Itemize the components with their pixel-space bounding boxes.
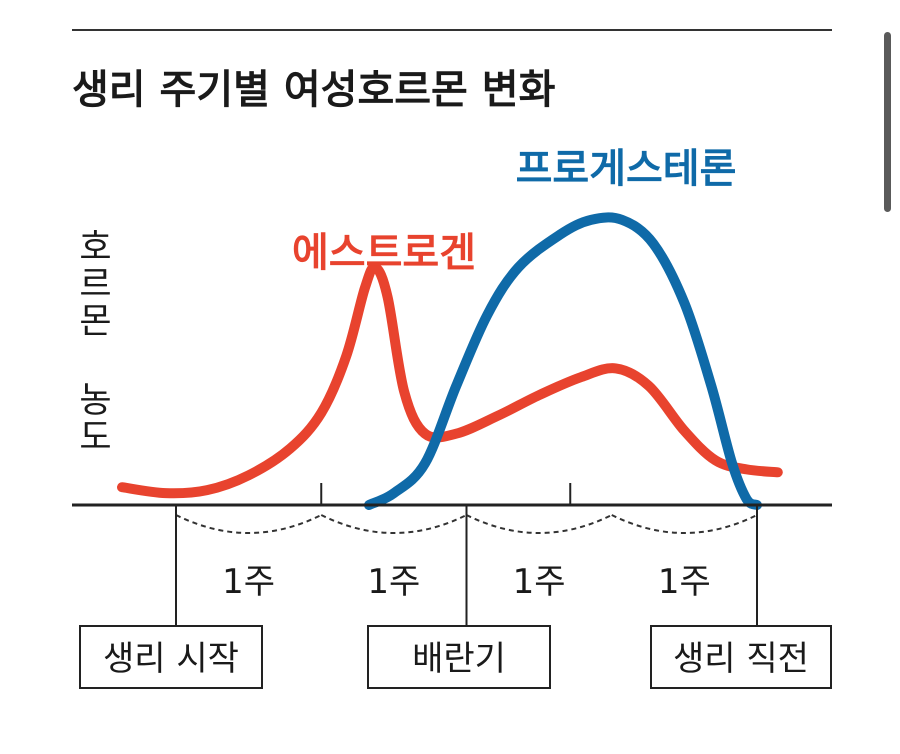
- scrollbar-thumb[interactable]: [884, 32, 891, 212]
- week-bracket-2: [466, 514, 613, 534]
- week-label-2: 1주: [513, 562, 566, 602]
- series-line-1: [364, 212, 762, 510]
- series-line-0: [117, 262, 783, 499]
- phase-box-1: [367, 625, 551, 689]
- y-axis-label: 호르몬 농도: [72, 228, 112, 455]
- week-bracket-3: [611, 514, 758, 534]
- phase-label-2: 생리 직전: [673, 639, 809, 679]
- phase-label-0: 생리 시작: [103, 639, 239, 679]
- phase-label-1: 배란기: [412, 639, 506, 679]
- week-bracket-1: [320, 514, 467, 534]
- week-label-0: 1주: [222, 562, 275, 602]
- series-label-1: 프로게스테론: [516, 146, 737, 192]
- series-label-0: 에스트로겐: [292, 230, 476, 276]
- phase-box-0: [79, 625, 263, 689]
- chart-title: 생리 주기별 여성호르몬 변화: [72, 67, 556, 113]
- phase-box-2: [650, 625, 832, 689]
- week-label-3: 1주: [658, 562, 711, 602]
- week-bracket-0: [175, 514, 322, 534]
- week-label-1: 1주: [367, 562, 420, 602]
